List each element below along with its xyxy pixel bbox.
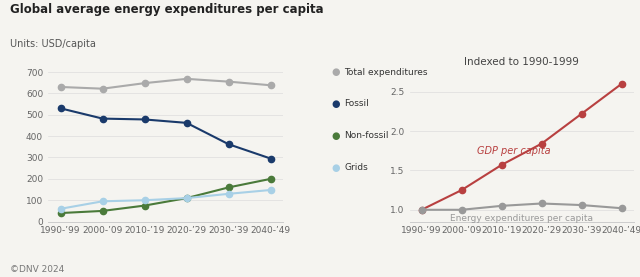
Text: GDP per capita: GDP per capita	[477, 146, 550, 156]
Text: Energy expenditures per capita: Energy expenditures per capita	[450, 214, 593, 223]
Text: Global average energy expenditures per capita: Global average energy expenditures per c…	[10, 3, 323, 16]
Text: ●: ●	[332, 131, 340, 141]
Text: ●: ●	[332, 67, 340, 77]
Text: Non-fossil: Non-fossil	[344, 131, 389, 140]
Text: Grids: Grids	[344, 163, 368, 172]
Text: ©DNV 2024: ©DNV 2024	[10, 265, 64, 274]
Title: Indexed to 1990-1999: Indexed to 1990-1999	[464, 57, 579, 67]
Text: Fossil: Fossil	[344, 99, 369, 108]
Text: Units: USD/capita: Units: USD/capita	[10, 39, 95, 49]
Text: ●: ●	[332, 99, 340, 109]
Text: Total expenditures: Total expenditures	[344, 68, 428, 76]
Text: ●: ●	[332, 163, 340, 173]
